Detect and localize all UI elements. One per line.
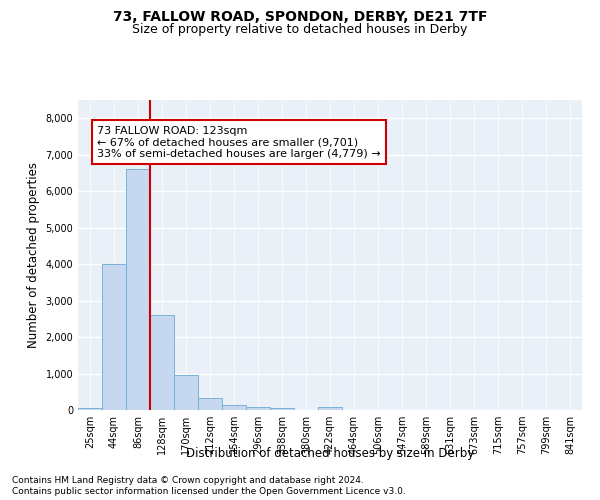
Bar bbox=[246, 407, 270, 410]
Bar bbox=[270, 408, 294, 410]
Text: Contains HM Land Registry data © Crown copyright and database right 2024.: Contains HM Land Registry data © Crown c… bbox=[12, 476, 364, 485]
Bar bbox=[78, 408, 102, 410]
Bar bbox=[174, 376, 198, 410]
Y-axis label: Number of detached properties: Number of detached properties bbox=[27, 162, 40, 348]
Text: 73 FALLOW ROAD: 123sqm
← 67% of detached houses are smaller (9,701)
33% of semi-: 73 FALLOW ROAD: 123sqm ← 67% of detached… bbox=[97, 126, 381, 158]
Text: Size of property relative to detached houses in Derby: Size of property relative to detached ho… bbox=[133, 22, 467, 36]
Bar bbox=[318, 407, 342, 410]
Bar bbox=[222, 405, 246, 410]
Text: Contains public sector information licensed under the Open Government Licence v3: Contains public sector information licen… bbox=[12, 488, 406, 496]
Bar bbox=[102, 264, 126, 410]
Bar bbox=[126, 170, 150, 410]
Bar bbox=[198, 398, 222, 410]
Text: Distribution of detached houses by size in Derby: Distribution of detached houses by size … bbox=[186, 448, 474, 460]
Bar bbox=[150, 315, 174, 410]
Text: 73, FALLOW ROAD, SPONDON, DERBY, DE21 7TF: 73, FALLOW ROAD, SPONDON, DERBY, DE21 7T… bbox=[113, 10, 487, 24]
